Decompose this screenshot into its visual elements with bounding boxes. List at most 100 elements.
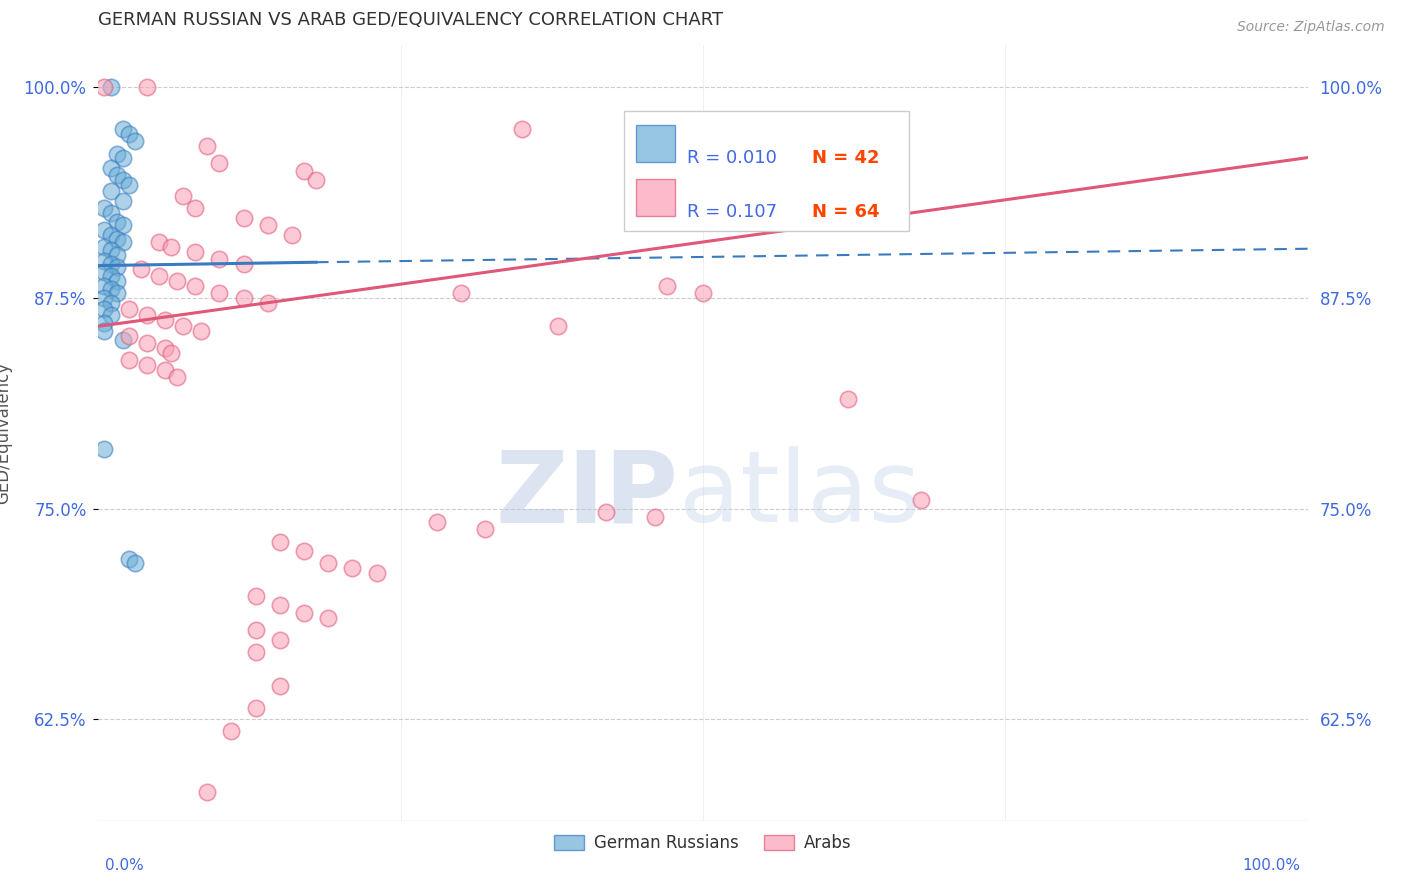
Point	[105, 147, 128, 161]
Text: 0.0%: 0.0%	[105, 858, 145, 873]
Point	[172, 319, 194, 334]
Point	[93, 201, 115, 215]
Point	[692, 285, 714, 300]
Point	[124, 134, 146, 148]
Point	[93, 291, 115, 305]
Point	[366, 566, 388, 580]
Point	[221, 724, 243, 739]
Point	[232, 291, 254, 305]
Text: R = 0.010: R = 0.010	[688, 149, 778, 167]
Point	[105, 215, 128, 229]
Point	[100, 268, 122, 283]
Point	[547, 319, 569, 334]
Point	[910, 493, 932, 508]
Text: N = 64: N = 64	[811, 202, 879, 220]
Point	[100, 161, 122, 175]
Point	[100, 308, 122, 322]
Point	[305, 172, 328, 186]
Point	[100, 257, 122, 271]
Point	[245, 700, 267, 714]
Point	[111, 218, 134, 232]
Point	[93, 253, 115, 268]
Point	[208, 285, 231, 300]
Point	[93, 240, 115, 254]
Point	[93, 316, 115, 330]
Point	[93, 278, 115, 293]
Point	[100, 244, 122, 258]
Legend: German Russians, Arabs: German Russians, Arabs	[548, 828, 858, 859]
Point	[190, 325, 212, 339]
Point	[118, 178, 141, 192]
Point	[93, 325, 115, 339]
Point	[692, 122, 714, 136]
Point	[100, 79, 122, 94]
Point	[153, 341, 176, 355]
Point	[184, 245, 207, 260]
Point	[105, 231, 128, 245]
Point	[184, 201, 207, 215]
Bar	[637, 179, 675, 217]
Point	[269, 679, 291, 693]
Point	[269, 598, 291, 612]
Point	[105, 248, 128, 262]
Point	[195, 785, 218, 799]
Point	[292, 606, 315, 620]
Y-axis label: GED/Equivalency: GED/Equivalency	[0, 361, 13, 504]
Point	[118, 302, 141, 317]
Point	[111, 172, 134, 186]
Point	[100, 228, 122, 243]
Point	[195, 138, 218, 153]
Point	[644, 510, 666, 524]
Point	[93, 223, 115, 237]
Point	[135, 358, 157, 372]
Point	[111, 122, 134, 136]
Point	[148, 235, 170, 249]
Point	[160, 346, 183, 360]
Point	[595, 505, 617, 519]
Point	[426, 515, 449, 529]
Point	[118, 329, 141, 343]
Point	[232, 257, 254, 271]
Point	[118, 552, 141, 566]
Point	[166, 274, 188, 288]
Point	[100, 295, 122, 310]
Text: ZIP: ZIP	[496, 446, 679, 543]
Point	[153, 312, 176, 326]
Point	[269, 535, 291, 549]
Point	[256, 295, 278, 310]
Point	[111, 333, 134, 347]
Point	[292, 164, 315, 178]
Point	[837, 392, 859, 406]
Point	[100, 206, 122, 220]
Point	[105, 260, 128, 275]
Point	[93, 442, 115, 457]
Point	[118, 127, 141, 141]
Point	[105, 285, 128, 300]
Point	[208, 155, 231, 169]
Point	[100, 185, 122, 199]
Point	[135, 336, 157, 351]
Point	[93, 79, 115, 94]
Point	[166, 370, 188, 384]
Point	[316, 611, 339, 625]
Point	[510, 122, 533, 136]
Point	[232, 211, 254, 226]
Point	[281, 228, 304, 243]
Point	[172, 189, 194, 203]
Point	[245, 645, 267, 659]
Point	[105, 168, 128, 182]
Bar	[637, 125, 675, 162]
Point	[342, 560, 364, 574]
Point	[105, 274, 128, 288]
Point	[153, 363, 176, 377]
Point	[292, 543, 315, 558]
Point	[148, 268, 170, 283]
Text: R = 0.107: R = 0.107	[688, 202, 778, 220]
Point	[256, 218, 278, 232]
Point	[474, 522, 496, 536]
Point	[316, 556, 339, 570]
Text: 100.0%: 100.0%	[1243, 858, 1301, 873]
Text: atlas: atlas	[679, 446, 921, 543]
Point	[124, 556, 146, 570]
Point	[93, 265, 115, 279]
